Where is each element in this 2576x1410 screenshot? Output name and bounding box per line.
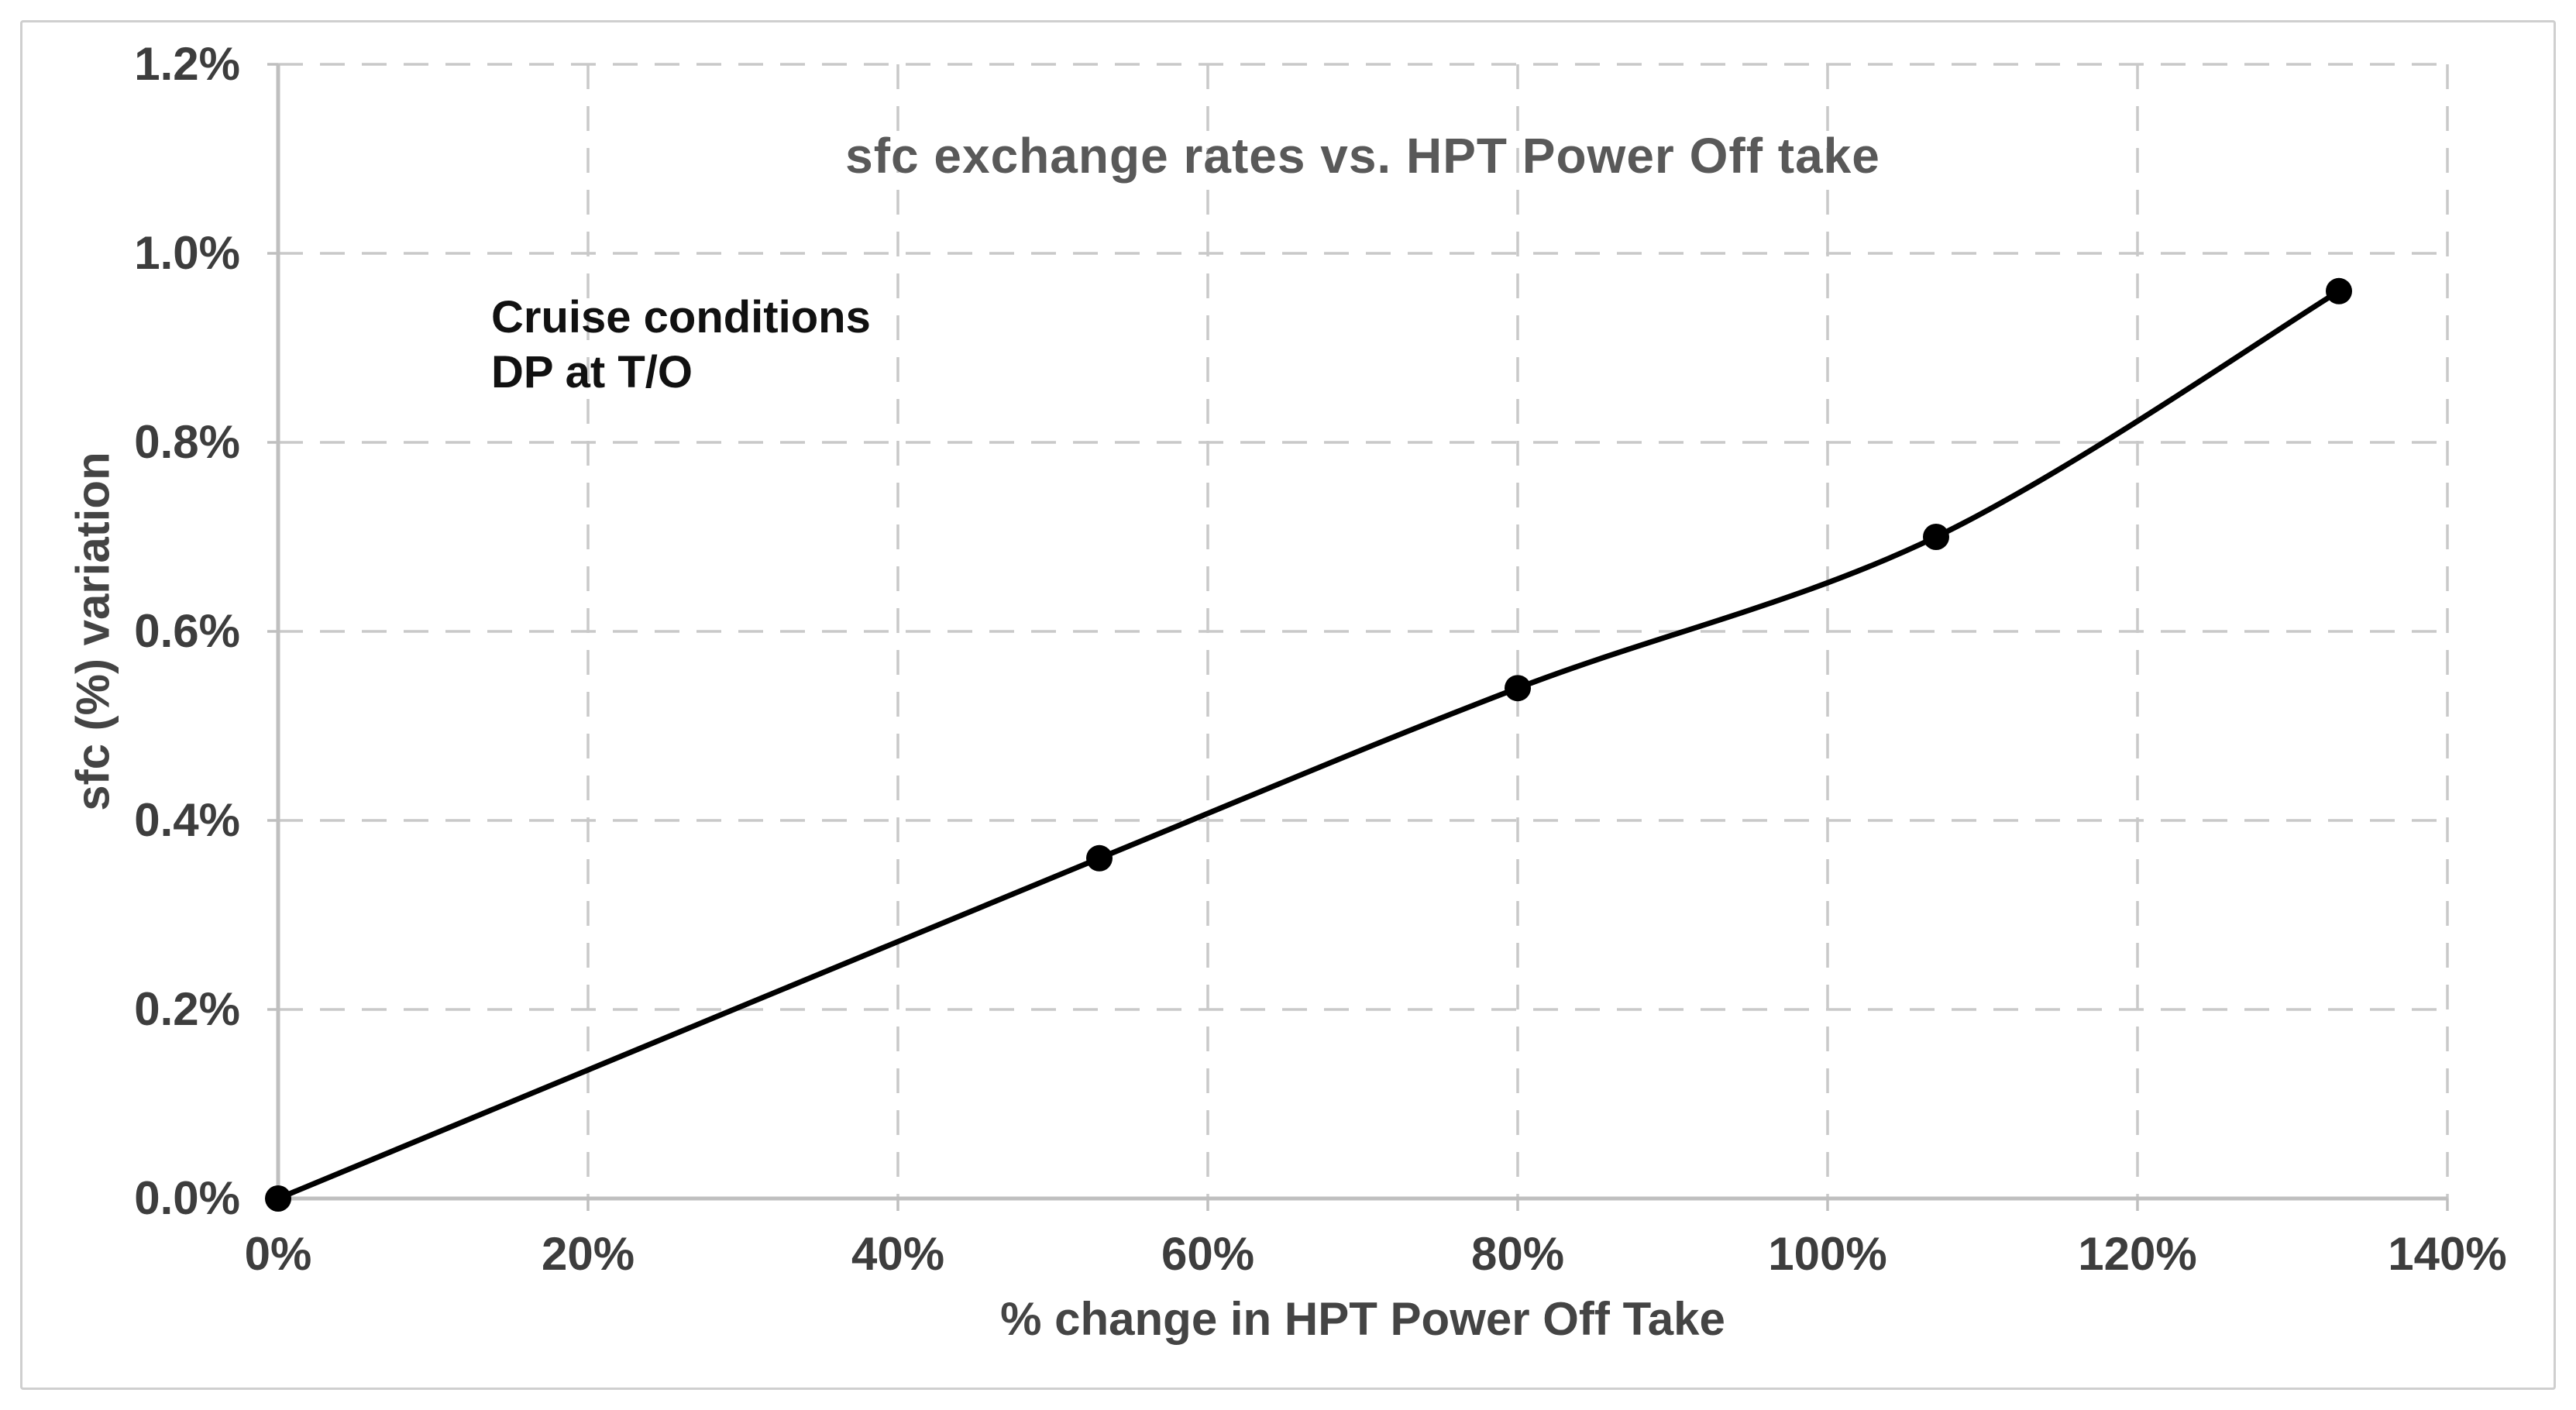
x-tick-label: 120% (2078, 1228, 2197, 1280)
x-tick-label: 100% (1768, 1228, 1887, 1280)
x-tick-label: 40% (851, 1228, 945, 1280)
x-tick-label: 20% (541, 1228, 635, 1280)
y-tick-label: 0.4% (134, 794, 240, 846)
y-tick-label: 1.2% (134, 38, 240, 90)
x-tick-label: 80% (1470, 1228, 1565, 1280)
x-axis-title: % change in HPT Power Off Take (1000, 1293, 1725, 1345)
data-point-marker (1923, 524, 1949, 550)
data-point-marker (265, 1185, 291, 1212)
data-point-marker (1086, 844, 1113, 872)
chart-title: sfc exchange rates vs. HPT Power Off tak… (845, 128, 1880, 184)
y-tick-label: 0.8% (134, 416, 240, 468)
annotation-line-1: Cruise conditions (491, 292, 871, 342)
x-tick-label: 140% (2388, 1228, 2507, 1280)
y-tick-label: 1.0% (134, 227, 240, 279)
x-tick-label: 0% (244, 1228, 312, 1280)
data-point-marker (1505, 675, 1531, 702)
y-tick-label: 0.6% (134, 605, 240, 657)
annotation-line-2: DP at T/O (491, 347, 693, 397)
x-tick-label: 60% (1161, 1228, 1255, 1280)
y-tick-label: 0.0% (134, 1172, 240, 1224)
chart-annotation: Cruise conditions DP at T/O (491, 290, 871, 400)
y-tick-label: 0.2% (134, 983, 240, 1035)
series-line (277, 288, 2340, 1202)
data-point-marker (2326, 277, 2352, 304)
